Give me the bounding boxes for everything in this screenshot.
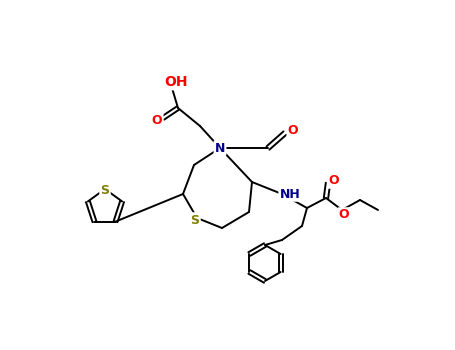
Text: O: O (329, 175, 339, 188)
Text: S: S (191, 214, 199, 226)
Text: O: O (288, 125, 298, 138)
Text: NH: NH (280, 188, 300, 201)
Text: N: N (215, 141, 225, 154)
Text: O: O (152, 113, 162, 126)
Text: S: S (101, 184, 110, 197)
Text: OH: OH (164, 75, 188, 89)
Text: O: O (339, 209, 349, 222)
